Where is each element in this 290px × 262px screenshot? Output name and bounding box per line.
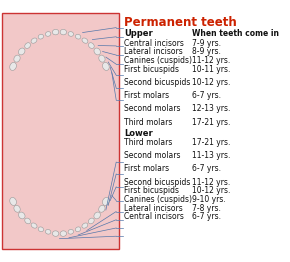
Text: First molars: First molars	[124, 164, 170, 173]
Text: 7-9 yrs.: 7-9 yrs.	[192, 39, 221, 48]
Text: Second molars: Second molars	[124, 151, 181, 160]
Text: 6-7 yrs.: 6-7 yrs.	[192, 212, 221, 221]
Text: First molars: First molars	[124, 91, 170, 100]
Text: 17-21 yrs.: 17-21 yrs.	[192, 138, 231, 147]
Ellipse shape	[25, 218, 30, 224]
Text: Upper: Upper	[124, 29, 153, 37]
Ellipse shape	[60, 231, 66, 236]
Ellipse shape	[23, 137, 96, 219]
Text: Second bicuspids: Second bicuspids	[124, 178, 191, 187]
Ellipse shape	[19, 48, 25, 55]
Ellipse shape	[99, 55, 105, 62]
Ellipse shape	[52, 29, 59, 35]
Text: First bicuspids: First bicuspids	[124, 65, 180, 74]
Ellipse shape	[75, 227, 81, 232]
Ellipse shape	[88, 218, 94, 224]
Ellipse shape	[82, 38, 88, 43]
Text: Lateral incisors: Lateral incisors	[124, 47, 183, 56]
Text: Canines (cuspids): Canines (cuspids)	[124, 56, 193, 65]
Text: Lateral incisors: Lateral incisors	[124, 204, 183, 213]
Ellipse shape	[31, 223, 37, 228]
Ellipse shape	[14, 55, 20, 62]
Ellipse shape	[99, 205, 105, 212]
Ellipse shape	[68, 32, 74, 36]
Text: Third molars: Third molars	[124, 138, 173, 147]
Text: 7-8 yrs.: 7-8 yrs.	[192, 204, 221, 213]
Text: Third molars: Third molars	[124, 118, 173, 127]
Text: Central incisors: Central incisors	[124, 39, 184, 48]
Ellipse shape	[19, 212, 25, 219]
Text: 8-9 yrs.: 8-9 yrs.	[192, 47, 221, 56]
Text: 17-21 yrs.: 17-21 yrs.	[192, 118, 231, 127]
Ellipse shape	[46, 230, 51, 234]
Ellipse shape	[23, 48, 96, 136]
Text: 6-7 yrs.: 6-7 yrs.	[192, 164, 221, 173]
Ellipse shape	[14, 205, 20, 212]
Ellipse shape	[68, 230, 74, 234]
Text: Lower: Lower	[124, 129, 153, 138]
Ellipse shape	[82, 223, 88, 228]
Text: Permanent teeth: Permanent teeth	[124, 16, 237, 29]
FancyBboxPatch shape	[2, 13, 119, 249]
Ellipse shape	[38, 34, 44, 39]
Ellipse shape	[60, 29, 66, 35]
Text: Central incisors: Central incisors	[124, 212, 184, 221]
Text: 6-7 yrs.: 6-7 yrs.	[192, 91, 221, 100]
Text: Canines (cuspids): Canines (cuspids)	[124, 195, 193, 204]
Text: First bicuspids: First bicuspids	[124, 186, 180, 195]
Text: 9-10 yrs.: 9-10 yrs.	[192, 195, 226, 204]
Ellipse shape	[10, 198, 17, 205]
Ellipse shape	[10, 62, 17, 70]
Text: 10-11 yrs.: 10-11 yrs.	[192, 65, 231, 74]
Ellipse shape	[102, 198, 109, 205]
Text: 11-12 yrs.: 11-12 yrs.	[192, 56, 230, 65]
Ellipse shape	[94, 212, 100, 219]
Text: 11-13 yrs.: 11-13 yrs.	[192, 151, 231, 160]
Ellipse shape	[25, 43, 30, 48]
Ellipse shape	[45, 32, 51, 36]
Ellipse shape	[31, 38, 37, 43]
Text: Second molars: Second molars	[124, 105, 181, 113]
Text: When teeth come in: When teeth come in	[192, 29, 279, 37]
Ellipse shape	[103, 62, 109, 70]
Text: Second bicuspids: Second bicuspids	[124, 78, 191, 87]
Ellipse shape	[94, 48, 100, 55]
Ellipse shape	[52, 231, 59, 236]
Text: 10-12 yrs.: 10-12 yrs.	[192, 186, 231, 195]
Ellipse shape	[75, 34, 81, 39]
Text: 10-12 yrs.: 10-12 yrs.	[192, 78, 231, 87]
Ellipse shape	[88, 43, 94, 48]
Text: 12-13 yrs.: 12-13 yrs.	[192, 105, 231, 113]
Text: 11-12 yrs.: 11-12 yrs.	[192, 178, 230, 187]
Ellipse shape	[38, 227, 44, 232]
